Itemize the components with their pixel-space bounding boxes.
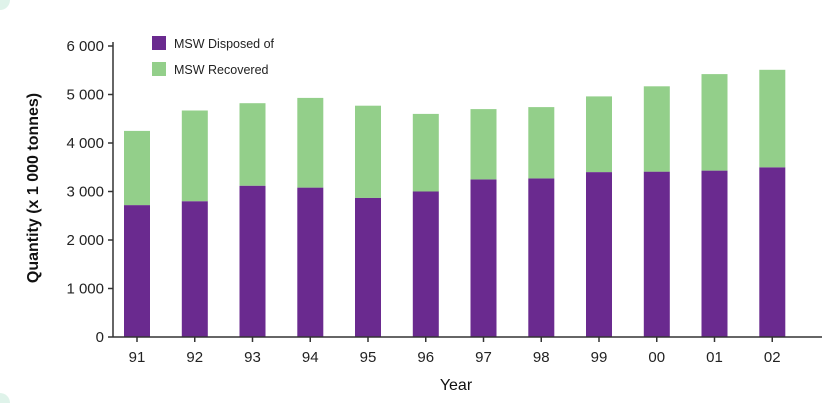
y-tick-label: 0 bbox=[96, 329, 104, 346]
y-tick-label: 4 000 bbox=[66, 135, 104, 152]
x-tick-label: 01 bbox=[706, 349, 723, 366]
bar-disposed-97 bbox=[470, 179, 497, 337]
frame-corner-bottom-left bbox=[0, 393, 10, 403]
y-tick-label: 5 000 bbox=[66, 87, 104, 104]
bar-disposed-92 bbox=[181, 201, 208, 337]
bar-recovered-02 bbox=[759, 69, 786, 168]
bars-group bbox=[124, 69, 786, 338]
y-axis-title: Quantity (x 1 000 tonnes) bbox=[25, 93, 42, 283]
bar-disposed-96 bbox=[412, 191, 439, 337]
bar-recovered-01 bbox=[701, 74, 728, 171]
bar-recovered-96 bbox=[412, 113, 439, 192]
x-tick-label: 93 bbox=[244, 349, 261, 366]
bar-recovered-91 bbox=[124, 130, 150, 206]
bar-disposed-02 bbox=[759, 167, 786, 338]
frame-corner-top-left bbox=[0, 0, 10, 10]
x-tick-label: 94 bbox=[302, 349, 319, 366]
legend-swatch-disposed bbox=[152, 36, 166, 50]
bar-disposed-98 bbox=[528, 178, 555, 337]
bar-recovered-95 bbox=[355, 105, 381, 198]
bar-disposed-94 bbox=[297, 187, 324, 337]
x-tick-label: 91 bbox=[129, 349, 146, 366]
x-tick-label: 96 bbox=[417, 349, 434, 366]
x-tick-label: 97 bbox=[475, 349, 492, 366]
bar-recovered-92 bbox=[181, 110, 208, 202]
bar-disposed-93 bbox=[239, 185, 266, 337]
x-tick-label: 02 bbox=[764, 349, 781, 366]
y-tick-label: 3 000 bbox=[66, 184, 104, 201]
legend-label-disposed: MSW Disposed of bbox=[174, 37, 275, 51]
x-tick-label: 98 bbox=[533, 349, 550, 366]
x-ticks-group: 91 92 93 94 95 96 97 98 99 00 01 02 bbox=[129, 337, 781, 366]
legend-label-recovered: MSW Recovered bbox=[174, 63, 269, 77]
bar-disposed-95 bbox=[355, 197, 381, 337]
bar-disposed-91 bbox=[124, 205, 150, 337]
y-tick-label: 6 000 bbox=[66, 38, 104, 55]
bar-recovered-00 bbox=[643, 86, 670, 172]
x-tick-label: 99 bbox=[591, 349, 608, 366]
x-tick-label: 95 bbox=[360, 349, 377, 366]
x-tick-label: 92 bbox=[186, 349, 203, 366]
bar-recovered-98 bbox=[528, 107, 555, 179]
legend-swatch-recovered bbox=[152, 62, 166, 76]
bar-recovered-93 bbox=[239, 103, 266, 186]
bar-recovered-99 bbox=[586, 96, 612, 173]
y-tick-label: 1 000 bbox=[66, 281, 104, 298]
bar-disposed-99 bbox=[586, 172, 612, 337]
bar-disposed-01 bbox=[701, 170, 728, 337]
y-tick-label: 2 000 bbox=[66, 232, 104, 249]
legend: MSW Disposed of MSW Recovered bbox=[152, 36, 275, 77]
bar-recovered-94 bbox=[297, 97, 324, 188]
y-ticks-group: 0 1 000 2 000 3 000 4 000 5 000 6 000 bbox=[66, 38, 113, 346]
x-axis-title: Year bbox=[440, 377, 473, 394]
bar-disposed-00 bbox=[643, 171, 670, 337]
bar-recovered-97 bbox=[470, 109, 497, 180]
x-tick-label: 00 bbox=[648, 349, 665, 366]
